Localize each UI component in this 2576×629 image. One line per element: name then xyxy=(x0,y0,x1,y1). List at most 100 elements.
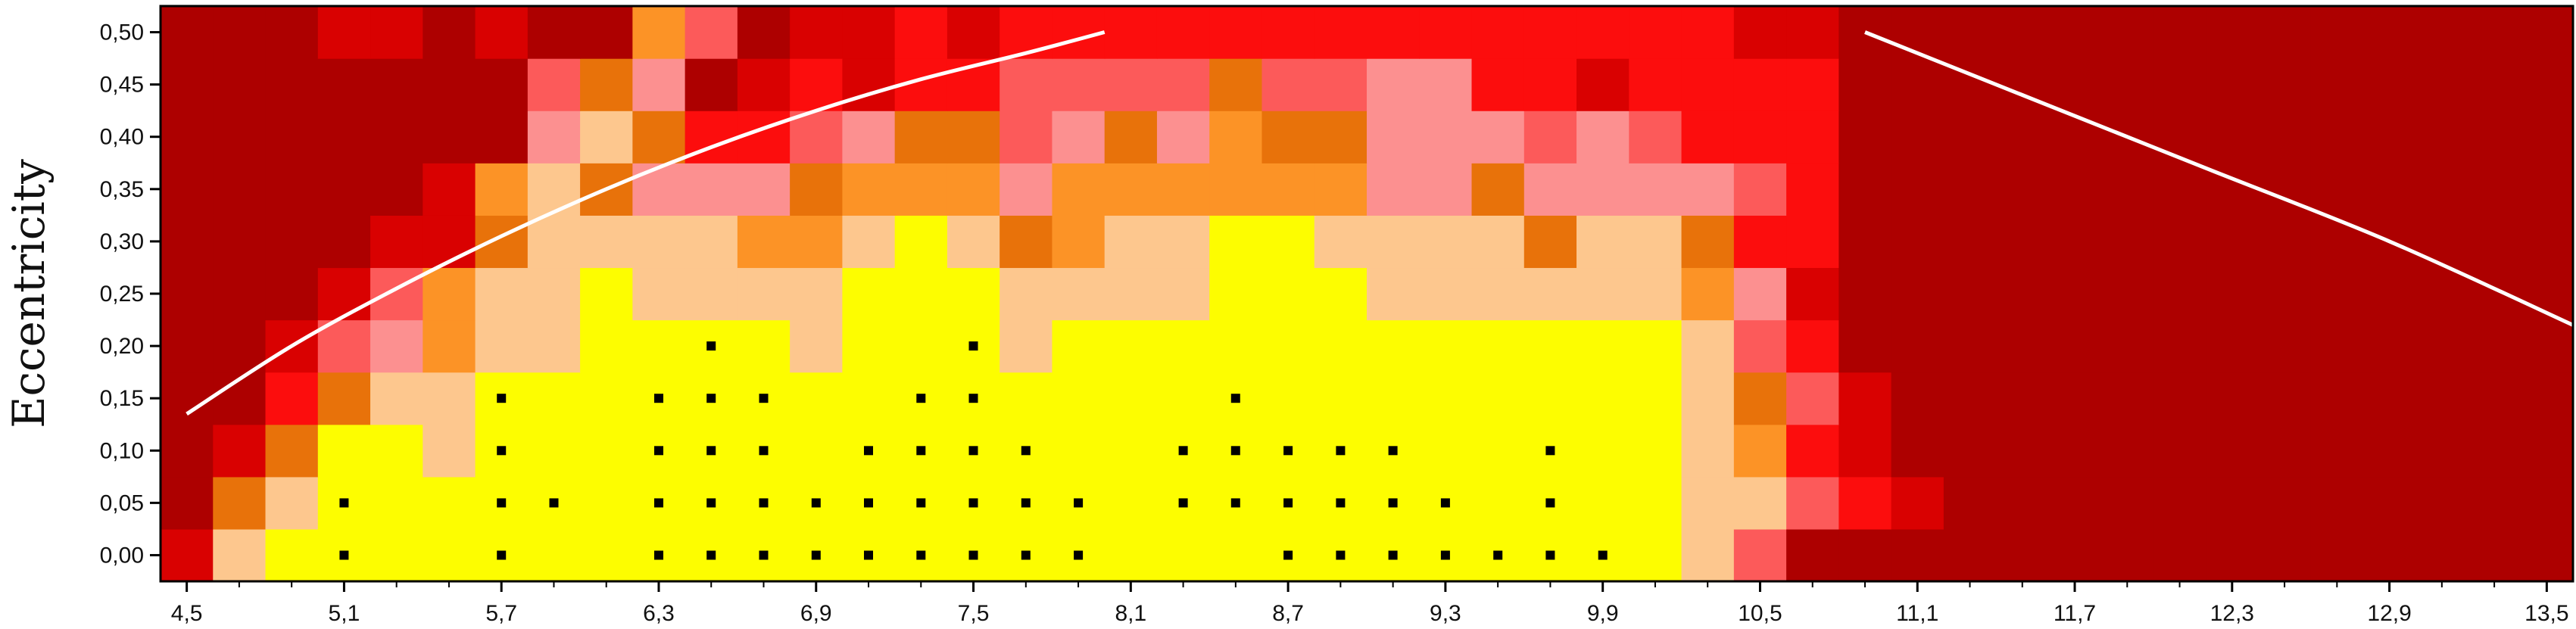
heatmap-cell xyxy=(1943,319,1997,373)
heatmap-cell xyxy=(2415,215,2469,269)
stable-point xyxy=(1021,498,1031,508)
heatmap-cell xyxy=(1471,111,1525,163)
heatmap-cell xyxy=(265,267,319,321)
heatmap-cell xyxy=(1367,6,1420,59)
heatmap-cell xyxy=(1314,6,1368,59)
heatmap-cell xyxy=(2206,215,2259,269)
heatmap-cell xyxy=(2153,58,2206,111)
heatmap-cell xyxy=(2415,58,2469,111)
stable-point xyxy=(706,341,716,351)
heatmap-cell xyxy=(1156,319,1210,373)
stable-point xyxy=(968,394,978,403)
heatmap-cell xyxy=(1419,6,1473,59)
heatmap-cell xyxy=(1471,215,1525,269)
stable-point xyxy=(1283,498,1293,508)
heatmap-cell xyxy=(213,319,267,373)
x-tick-label: 6,9 xyxy=(800,601,832,626)
heatmap-cell xyxy=(1681,58,1735,111)
heatmap-cell xyxy=(2206,372,2259,425)
heatmap-cell xyxy=(1576,267,1629,321)
heatmap-cell xyxy=(1996,476,2049,530)
y-tick-label: 0,40 xyxy=(100,125,144,150)
stable-point xyxy=(759,446,769,456)
heatmap-cell xyxy=(1156,372,1210,425)
x-tick-label: 11,1 xyxy=(1896,601,1938,626)
heatmap-cell xyxy=(1367,319,1420,373)
heatmap-cell xyxy=(2415,6,2469,59)
heatmap-cell xyxy=(1314,163,1368,216)
heatmap-cell xyxy=(632,58,686,111)
heatmap-cell xyxy=(1891,6,1944,59)
heatmap-cell xyxy=(317,6,371,59)
heatmap-cell xyxy=(1838,372,1892,425)
heatmap-cell xyxy=(1681,215,1735,269)
heatmap-cell xyxy=(475,267,529,321)
heatmap-cell xyxy=(2206,6,2259,59)
heatmap-cell xyxy=(2468,111,2521,163)
boundary-curve xyxy=(1864,30,2573,327)
stable-point xyxy=(1388,498,1398,508)
heatmap-cell xyxy=(2258,372,2312,425)
heatmap-cell xyxy=(1523,163,1577,216)
heatmap-cell xyxy=(790,163,843,216)
heatmap-cell xyxy=(1523,111,1577,163)
heatmap-cell xyxy=(2100,58,2154,111)
heatmap-cell xyxy=(1314,372,1368,425)
heatmap-cell xyxy=(1471,476,1525,530)
heatmap-cell xyxy=(685,58,738,111)
heatmap-cell xyxy=(161,424,214,478)
stable-point xyxy=(654,550,663,560)
x-tick-label: 5,1 xyxy=(329,601,360,626)
stable-point xyxy=(339,498,349,508)
heatmap-cell xyxy=(161,58,214,111)
stable-point xyxy=(864,498,873,508)
heatmap-cell xyxy=(1576,111,1629,163)
heatmap-cell xyxy=(1996,528,2049,581)
stable-point xyxy=(706,498,716,508)
heatmap-cell xyxy=(317,163,371,216)
heatmap-cell xyxy=(1996,319,2049,373)
heatmap-cell xyxy=(737,319,791,373)
heatmap-cell xyxy=(1261,319,1315,373)
stable-point xyxy=(1336,446,1346,456)
x-tick-label: 6,3 xyxy=(643,601,675,626)
heatmap-cell xyxy=(1891,267,1944,321)
stable-point xyxy=(968,446,978,456)
stable-point xyxy=(1230,498,1240,508)
heatmap-cell xyxy=(947,215,1000,269)
heatmap-cell xyxy=(1891,528,1944,581)
stable-point xyxy=(916,446,926,456)
heatmap-cell xyxy=(1104,58,1158,111)
heatmap-cell xyxy=(1314,58,1368,111)
heatmap-cell xyxy=(1996,267,2049,321)
stable-point xyxy=(1493,550,1503,560)
heatmap-cell xyxy=(1000,372,1053,425)
heatmap-cell xyxy=(1052,267,1106,321)
heatmap-cell xyxy=(2206,58,2259,111)
heatmap-cell xyxy=(161,215,214,269)
heatmap-cell xyxy=(1209,111,1263,163)
heatmap-cell xyxy=(161,319,214,373)
stable-point xyxy=(339,550,349,560)
heatmap-cell xyxy=(1052,163,1106,216)
heatmap-cell xyxy=(842,58,896,111)
heatmap-cell xyxy=(1261,6,1315,59)
heatmap-cell xyxy=(2258,6,2312,59)
heatmap-cell xyxy=(1209,267,1263,321)
heatmap-cell xyxy=(213,424,267,478)
stable-point xyxy=(864,550,873,560)
heatmap-cell xyxy=(2206,528,2259,581)
heatmap-cell xyxy=(1471,6,1525,59)
heatmap-cell xyxy=(370,372,423,425)
heatmap-cell xyxy=(1943,111,1997,163)
heatmap-cell xyxy=(1314,267,1368,321)
heatmap-cell xyxy=(527,6,581,59)
heatmap-cell xyxy=(947,111,1000,163)
heatmap-cell xyxy=(2100,215,2154,269)
heatmap-cell xyxy=(1261,111,1315,163)
heatmap-cell xyxy=(1000,319,1053,373)
heatmap-cell xyxy=(842,319,896,373)
x-tick-label: 7,5 xyxy=(958,601,990,626)
stable-point xyxy=(1336,550,1346,560)
heatmap-cell xyxy=(2415,319,2469,373)
